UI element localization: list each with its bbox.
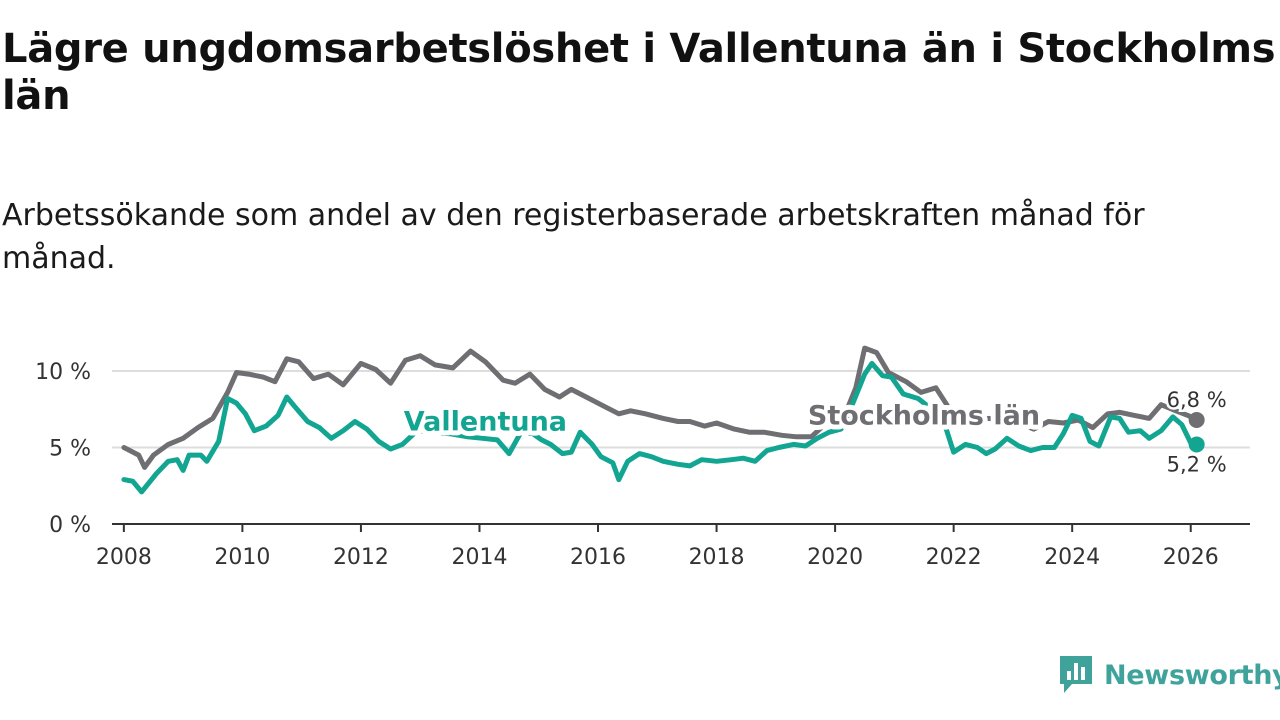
annotations: Vallentuna Stockholms län <box>399 396 1045 443</box>
newsworthy-logo[interactable]: Newsworthy <box>1058 654 1280 696</box>
x-tick-label: 2012 <box>333 545 389 570</box>
chart-subtitle: Arbetssökande som andel av den registerb… <box>2 198 1145 276</box>
x-tick-label: 2024 <box>1044 545 1100 570</box>
end-label-stockholm: 6,8 % <box>1167 388 1227 412</box>
brand-name: Newsworthy <box>1104 659 1280 691</box>
x-tick-label: 2026 <box>1163 545 1219 570</box>
newsworthy-logo-icon <box>1060 656 1092 693</box>
y-tick-label: 10 % <box>35 360 91 385</box>
y-axis-tick-labels: 0 % 5 % 10 % <box>35 360 91 538</box>
x-tick-label: 2014 <box>451 545 507 570</box>
x-tick-label: 2016 <box>570 545 626 570</box>
gridlines <box>112 370 1250 449</box>
series-lines <box>121 345 1200 495</box>
y-tick-label: 5 % <box>49 437 91 462</box>
end-markers: 6,8 % 5,2 % <box>1164 385 1229 478</box>
series-label-stockholm: Stockholms län <box>808 401 1040 432</box>
end-marker-vallentuna <box>1188 436 1205 453</box>
x-tick-label: 2010 <box>214 545 270 570</box>
y-tick-label: 0 % <box>49 513 91 538</box>
x-tick-label: 2018 <box>689 545 745 570</box>
series-line-stockholms-lan <box>121 345 1200 470</box>
end-marker-stockholm <box>1188 411 1205 428</box>
x-axis: 2008 2010 2012 2014 2016 2018 2020 2022 2024 2026 <box>96 523 1250 570</box>
chart-title: Lägre ungdomsarbetslöshet i Vallentuna ä… <box>2 26 1276 119</box>
x-tick-label: 2022 <box>926 545 982 570</box>
series-line-vallentuna <box>121 360 1200 495</box>
end-label-vallentuna: 5,2 % <box>1167 452 1227 476</box>
series-label-vallentuna: Vallentuna <box>404 407 567 438</box>
x-tick-label: 2008 <box>96 545 152 570</box>
x-tick-label: 2020 <box>807 545 863 570</box>
